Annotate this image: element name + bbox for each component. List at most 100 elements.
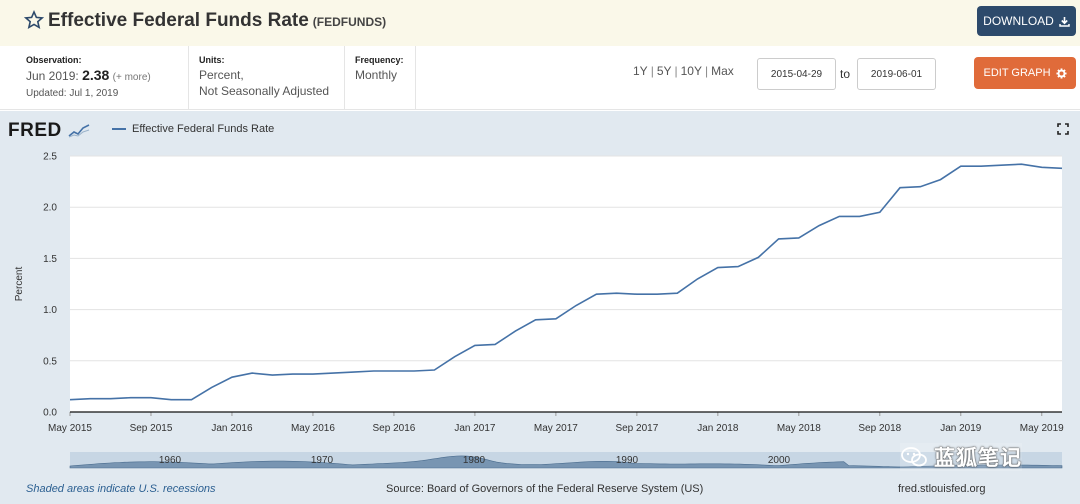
data-point[interactable] <box>574 303 579 308</box>
data-point[interactable] <box>898 185 903 190</box>
data-point[interactable] <box>634 292 639 297</box>
data-point[interactable] <box>169 397 174 402</box>
wechat-icon <box>901 447 927 467</box>
data-point[interactable] <box>472 343 477 348</box>
data-point[interactable] <box>594 292 599 297</box>
range-link-5y[interactable]: 5Y <box>656 64 672 78</box>
end-date-input[interactable]: 2019-06-01 <box>857 58 936 90</box>
data-point[interactable] <box>250 371 255 376</box>
frequency-block: Frequency: Monthly <box>344 46 416 110</box>
data-point[interactable] <box>189 397 194 402</box>
chart-legend: Effective Federal Funds Rate <box>112 123 274 135</box>
data-point[interactable] <box>999 163 1004 168</box>
data-point[interactable] <box>270 373 275 378</box>
x-tick-label: Sep 2017 <box>615 423 658 434</box>
expand-icon[interactable] <box>1057 123 1069 135</box>
source-note: Source: Board of Governors of the Federa… <box>386 483 704 495</box>
data-point[interactable] <box>938 177 943 182</box>
data-point[interactable] <box>695 276 700 281</box>
data-point[interactable] <box>979 164 984 169</box>
updated-date: Updated: Jul 1, 2019 <box>26 88 119 99</box>
data-point[interactable] <box>837 214 842 219</box>
y-tick-label: 2.0 <box>43 203 57 214</box>
data-point[interactable] <box>1039 165 1044 170</box>
minimap-tick-label: 1970 <box>311 455 334 466</box>
data-point[interactable] <box>371 369 376 374</box>
data-point[interactable] <box>432 368 437 373</box>
series-title-text: Effective Federal Funds Rate <box>48 10 309 31</box>
site-url[interactable]: fred.stlouisfed.org <box>898 483 986 495</box>
fred-logo-text: FRED <box>8 120 62 141</box>
units-label: Units: <box>199 55 225 65</box>
data-point[interactable] <box>918 184 923 189</box>
plot-area <box>70 156 1062 412</box>
minimap-tick-label: 1960 <box>159 455 182 466</box>
download-button[interactable]: DOWNLOAD <box>977 6 1076 36</box>
data-point[interactable] <box>452 354 457 359</box>
data-point[interactable] <box>614 291 619 296</box>
data-point[interactable] <box>857 214 862 219</box>
x-tick-label: Jan 2016 <box>211 423 253 434</box>
data-point[interactable] <box>108 396 113 401</box>
download-label: DOWNLOAD <box>983 14 1054 28</box>
minimap-tick-label: 2000 <box>768 455 791 466</box>
data-point[interactable] <box>715 265 720 270</box>
data-point[interactable] <box>736 264 741 269</box>
data-point[interactable] <box>776 236 781 241</box>
data-point[interactable] <box>148 395 153 400</box>
data-point[interactable] <box>877 210 882 215</box>
download-icon <box>1059 16 1070 27</box>
minimap-tick-label: 1980 <box>463 455 486 466</box>
data-point[interactable] <box>290 372 295 377</box>
data-point[interactable] <box>655 292 660 297</box>
data-point[interactable] <box>493 342 498 347</box>
x-tick-label: Jan 2018 <box>697 423 739 434</box>
series-line <box>69 163 1063 401</box>
data-point[interactable] <box>533 317 538 322</box>
frequency-label: Frequency: <box>355 55 404 65</box>
data-point[interactable] <box>1060 166 1065 171</box>
star-icon[interactable] <box>24 10 44 30</box>
fred-logo: FRED <box>8 120 90 142</box>
data-point[interactable] <box>412 369 417 374</box>
data-point[interactable] <box>817 223 822 228</box>
header-bar: Effective Federal Funds Rate (FEDFUNDS) D… <box>0 0 1080 46</box>
observation-value-line: Jun 2019: 2.38 (+ more) <box>26 67 188 86</box>
data-point[interactable] <box>310 372 315 377</box>
data-point[interactable] <box>209 385 214 390</box>
data-point[interactable] <box>756 255 761 260</box>
data-point[interactable] <box>796 235 801 240</box>
data-point[interactable] <box>513 329 518 334</box>
legend-swatch <box>112 128 126 130</box>
x-tick-label: Sep 2016 <box>373 423 416 434</box>
data-point[interactable] <box>331 371 336 376</box>
data-point[interactable] <box>1019 162 1024 167</box>
observation-value: 2.38 <box>82 67 110 83</box>
data-point[interactable] <box>351 370 356 375</box>
data-point[interactable] <box>391 369 396 374</box>
gear-icon <box>1055 67 1067 79</box>
minimap-series-area <box>69 455 1063 469</box>
units-line1: Percent, <box>199 68 244 82</box>
data-point[interactable] <box>958 164 963 169</box>
edit-graph-button[interactable]: EDIT GRAPH <box>974 57 1076 89</box>
data-point[interactable] <box>88 396 93 401</box>
observation-period: Jun 2019: <box>26 69 79 83</box>
data-point[interactable] <box>229 375 234 380</box>
data-point[interactable] <box>128 395 133 400</box>
start-date-input[interactable]: 2015-04-29 <box>757 58 836 90</box>
x-tick-label: May 2016 <box>291 423 335 434</box>
series-id: (FEDFUNDS) <box>312 15 387 29</box>
data-point[interactable] <box>553 316 558 321</box>
more-link[interactable]: (+ more) <box>112 72 151 83</box>
range-link-max[interactable]: Max <box>711 64 734 78</box>
frequency-value: Monthly <box>355 68 398 82</box>
recession-note[interactable]: Shaded areas indicate U.S. recessions <box>26 483 216 495</box>
data-point[interactable] <box>675 291 680 296</box>
range-link-1y[interactable]: 1Y <box>633 64 648 78</box>
y-tick-label: 0.0 <box>43 408 57 419</box>
data-point[interactable] <box>68 397 73 402</box>
range-link-10y[interactable]: 10Y <box>680 64 702 78</box>
fred-chart-logo-icon <box>68 124 89 138</box>
